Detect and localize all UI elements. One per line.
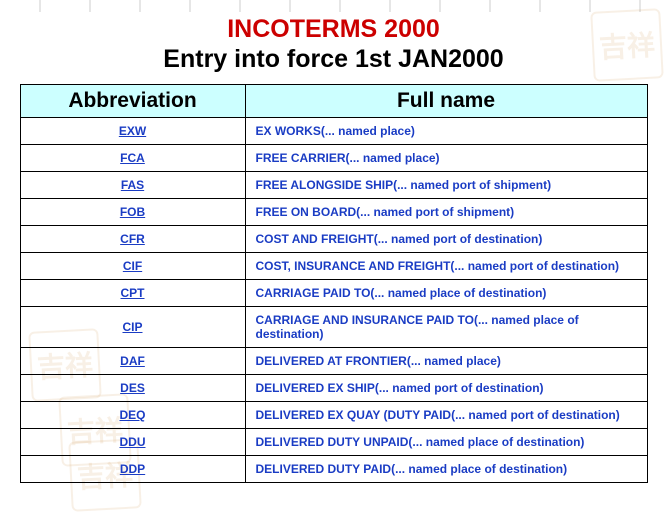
title-block: INCOTERMS 2000 Entry into force 1st JAN2… — [0, 0, 667, 74]
table-row: CPT CARRIAGE PAID TO(... named place of d… — [20, 280, 647, 307]
abbr-cell: FCA — [20, 145, 245, 172]
abbr-cell: CIF — [20, 253, 245, 280]
table-row: CIP CARRIAGE AND INSURANCE PAID TO(... na… — [20, 307, 647, 348]
abbr-cell: EXW — [20, 118, 245, 145]
abbr-cell: CPT — [20, 280, 245, 307]
abbr-link[interactable]: CIF — [123, 259, 142, 273]
abbr-link[interactable]: EXW — [119, 124, 146, 138]
abbr-cell: DDP — [20, 456, 245, 483]
fullname-cell: DELIVERED AT FRONTIER(... named place) — [245, 348, 647, 375]
table-row: CFR COST AND FREIGHT(... named port of de… — [20, 226, 647, 253]
abbr-cell: DAF — [20, 348, 245, 375]
table-row: FAS FREE ALONGSIDE SHIP(... named port of… — [20, 172, 647, 199]
abbr-cell: CFR — [20, 226, 245, 253]
fullname-cell: COST AND FREIGHT(... named port of desti… — [245, 226, 647, 253]
table-header-row: Abbreviation Full name — [20, 85, 647, 118]
fullname-cell: CARRIAGE AND INSURANCE PAID TO(... named… — [245, 307, 647, 348]
fullname-cell: FREE ON BOARD(... named port of shipment… — [245, 199, 647, 226]
table-row: DES DELIVERED EX SHIP(... named port of d… — [20, 375, 647, 402]
abbr-cell: DDU — [20, 429, 245, 456]
fullname-cell: FREE CARRIER(... named place) — [245, 145, 647, 172]
abbr-link[interactable]: CIP — [122, 320, 142, 334]
fullname-cell: EX WORKS(... named place) — [245, 118, 647, 145]
fullname-cell: DELIVERED DUTY PAID(... named place of d… — [245, 456, 647, 483]
abbr-link[interactable]: FCA — [120, 151, 145, 165]
abbr-link[interactable]: FOB — [120, 205, 145, 219]
abbr-link[interactable]: DDU — [120, 435, 146, 449]
fullname-cell: FREE ALONGSIDE SHIP(... named port of sh… — [245, 172, 647, 199]
fullname-cell: COST, INSURANCE AND FREIGHT(... named po… — [245, 253, 647, 280]
incoterms-table: Abbreviation Full name EXW EX WORKS(... n… — [20, 84, 648, 483]
abbr-cell: CIP — [20, 307, 245, 348]
table-row: DEQ DELIVERED EX QUAY (DUTY PAID(... name… — [20, 402, 647, 429]
title-sub: Entry into force 1st JAN2000 — [0, 44, 667, 74]
fullname-cell: DELIVERED EX QUAY (DUTY PAID(... named p… — [245, 402, 647, 429]
col-header-abbreviation: Abbreviation — [20, 85, 245, 118]
abbr-link[interactable]: DES — [120, 381, 145, 395]
abbr-link[interactable]: DEQ — [119, 408, 145, 422]
abbr-cell: FAS — [20, 172, 245, 199]
abbr-cell: FOB — [20, 199, 245, 226]
table-row: CIF COST, INSURANCE AND FREIGHT(... named… — [20, 253, 647, 280]
fullname-cell: CARRIAGE PAID TO(... named place of dest… — [245, 280, 647, 307]
abbr-link[interactable]: CFR — [120, 232, 145, 246]
abbr-link[interactable]: DDP — [120, 462, 145, 476]
table-row: DAF DELIVERED AT FRONTIER(... named place… — [20, 348, 647, 375]
abbr-cell: DEQ — [20, 402, 245, 429]
abbr-link[interactable]: DAF — [120, 354, 145, 368]
table-row: DDP DELIVERED DUTY PAID(... named place o… — [20, 456, 647, 483]
table-row: FOB FREE ON BOARD(... named port of shipm… — [20, 199, 647, 226]
abbr-link[interactable]: CPT — [121, 286, 145, 300]
title-main: INCOTERMS 2000 — [0, 14, 667, 44]
table-row: DDU DELIVERED DUTY UNPAID(... named place… — [20, 429, 647, 456]
abbr-link[interactable]: FAS — [121, 178, 144, 192]
abbr-cell: DES — [20, 375, 245, 402]
fullname-cell: DELIVERED EX SHIP(... named port of dest… — [245, 375, 647, 402]
table-row: EXW EX WORKS(... named place) — [20, 118, 647, 145]
table-row: FCA FREE CARRIER(... named place) — [20, 145, 647, 172]
col-header-fullname: Full name — [245, 85, 647, 118]
fullname-cell: DELIVERED DUTY UNPAID(... named place of… — [245, 429, 647, 456]
